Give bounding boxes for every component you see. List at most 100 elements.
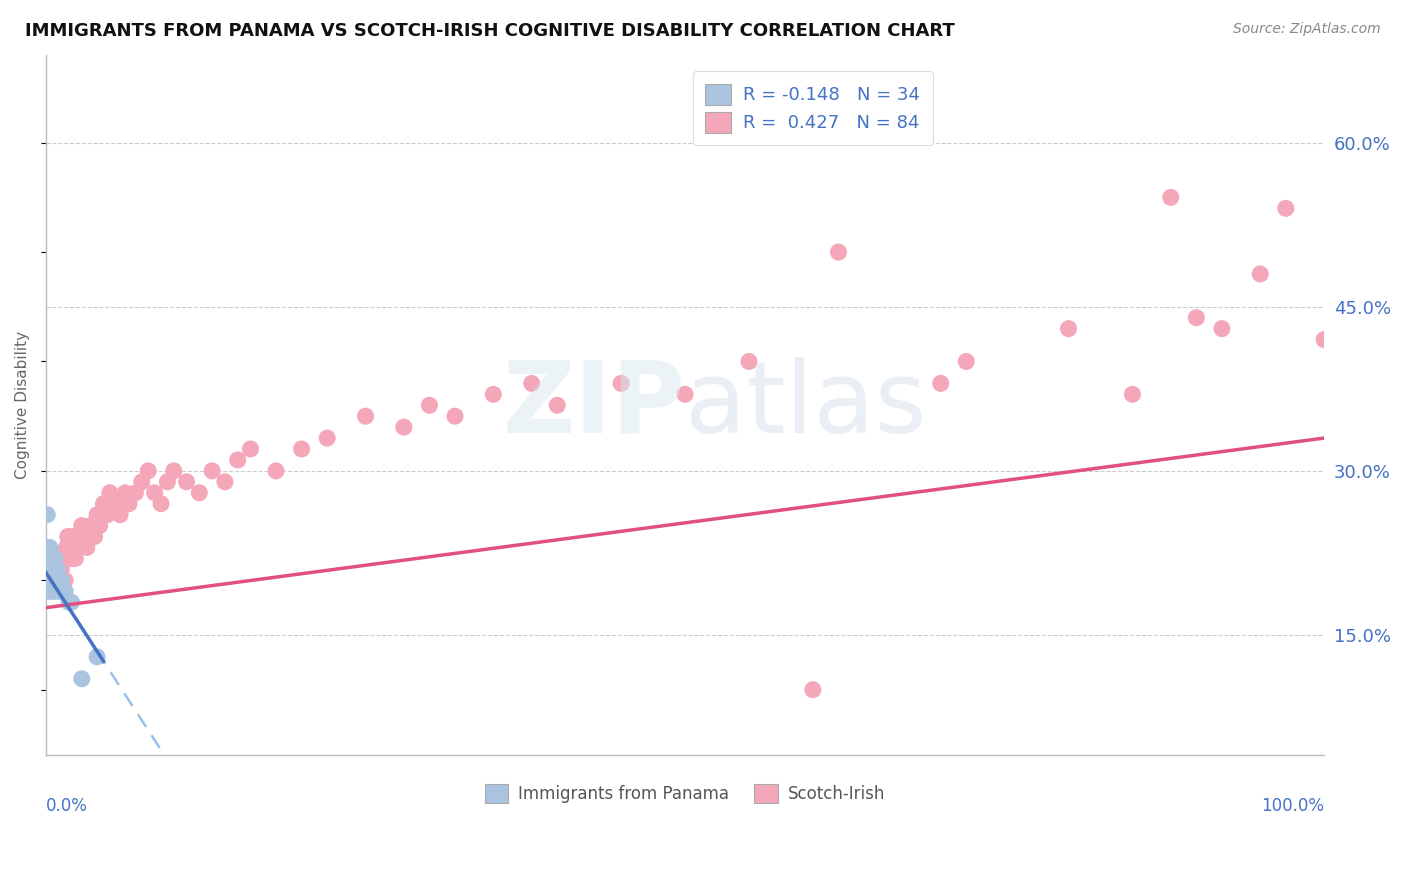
Point (39, 574, 62, 588)
Point (48, 562, 70, 576)
Point (59, 541, 82, 555)
Point (83, 529, 105, 543)
Point (38, 551, 60, 566)
Point (42, 584, 65, 599)
Point (38, 551, 60, 566)
Point (143, 485, 166, 500)
Point (105, 497, 128, 511)
Point (41, 574, 63, 588)
Point (38, 541, 60, 555)
Point (39, 551, 62, 566)
Point (44, 574, 66, 588)
Point (70, 672, 93, 686)
Point (76, 541, 98, 555)
Point (86, 508, 108, 522)
Point (49, 584, 72, 599)
Legend: Immigrants from Panama, Scotch-Irish: Immigrants from Panama, Scotch-Irish (478, 778, 891, 810)
Point (156, 475, 179, 489)
Point (673, 387, 696, 401)
Point (66, 541, 89, 555)
Point (1057, 321, 1080, 335)
Point (46, 562, 69, 576)
Point (482, 387, 505, 401)
Point (316, 431, 339, 445)
Text: 100.0%: 100.0% (1261, 797, 1324, 815)
Point (1121, 387, 1143, 401)
Point (96, 508, 118, 522)
Point (56, 529, 79, 543)
Point (48, 584, 70, 599)
Point (53, 584, 76, 599)
Text: atlas: atlas (685, 357, 927, 454)
Point (55, 541, 77, 555)
Point (51, 551, 73, 566)
Point (1249, 267, 1271, 281)
Text: 0.0%: 0.0% (46, 797, 87, 815)
Point (546, 398, 568, 412)
Point (80, 518, 103, 533)
Point (44, 562, 66, 576)
Point (45, 574, 67, 588)
Point (38, 574, 60, 588)
Point (39, 574, 62, 588)
Point (1313, 333, 1336, 347)
Point (66, 529, 89, 543)
Point (827, 245, 849, 260)
Point (63, 541, 86, 555)
Text: ZIP: ZIP (502, 357, 685, 454)
Point (44, 551, 66, 566)
Point (163, 464, 186, 478)
Point (38, 562, 60, 576)
Point (131, 475, 153, 489)
Point (39, 551, 62, 566)
Point (86, 649, 108, 664)
Point (239, 442, 262, 456)
Point (41, 562, 63, 576)
Point (60, 529, 83, 543)
Point (1275, 202, 1298, 216)
Point (188, 485, 211, 500)
Point (58, 595, 80, 609)
Point (42, 551, 65, 566)
Point (150, 497, 173, 511)
Point (70, 518, 93, 533)
Point (118, 497, 141, 511)
Point (214, 475, 236, 489)
Point (418, 398, 440, 412)
Point (801, 682, 824, 697)
Point (39, 562, 62, 576)
Point (1211, 321, 1233, 335)
Point (45, 574, 67, 588)
Point (65, 551, 87, 566)
Point (73, 529, 96, 543)
Point (45, 562, 67, 576)
Point (52, 551, 75, 566)
Point (41, 574, 63, 588)
Point (114, 485, 136, 500)
Point (41, 551, 63, 566)
Text: IMMIGRANTS FROM PANAMA VS SCOTCH-IRISH COGNITIVE DISABILITY CORRELATION CHART: IMMIGRANTS FROM PANAMA VS SCOTCH-IRISH C… (25, 22, 955, 40)
Point (37, 574, 59, 588)
Point (58, 551, 80, 566)
Point (291, 442, 314, 456)
Point (42, 562, 65, 576)
Point (51, 574, 73, 588)
Text: Source: ZipAtlas.com: Source: ZipAtlas.com (1233, 22, 1381, 37)
Point (38, 584, 60, 599)
Point (955, 354, 977, 368)
Point (1160, 190, 1182, 204)
Point (98, 485, 121, 500)
Point (136, 464, 159, 478)
Point (60, 551, 83, 566)
Point (42, 574, 65, 588)
Point (44, 551, 66, 566)
Point (89, 518, 111, 533)
Point (60, 595, 83, 609)
Point (41, 584, 63, 599)
Point (108, 508, 131, 522)
Point (354, 409, 377, 424)
Point (38, 584, 60, 599)
Point (520, 376, 543, 391)
Point (124, 485, 146, 500)
Point (37, 562, 59, 576)
